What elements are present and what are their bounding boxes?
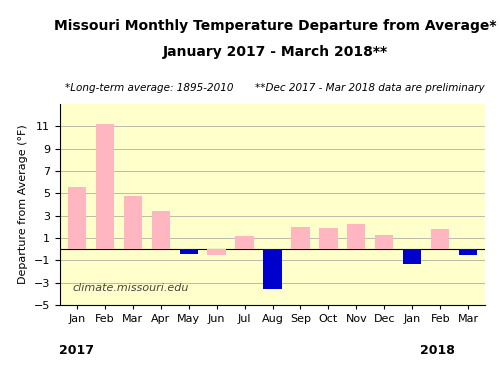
Bar <box>68 187 86 249</box>
Bar <box>180 249 198 254</box>
Y-axis label: Departure from Average (°F): Departure from Average (°F) <box>18 125 28 285</box>
Text: 2018: 2018 <box>420 344 454 357</box>
Bar <box>124 196 142 249</box>
Text: Missouri Monthly Temperature Departure from Average*: Missouri Monthly Temperature Departure f… <box>54 19 496 33</box>
Bar <box>264 249 281 289</box>
Text: January 2017 - March 2018**: January 2017 - March 2018** <box>162 45 388 59</box>
Text: 2017: 2017 <box>60 344 94 357</box>
Bar <box>376 235 394 249</box>
Bar <box>292 227 310 249</box>
Bar <box>320 228 338 249</box>
Bar <box>236 236 254 249</box>
Text: climate.missouri.edu: climate.missouri.edu <box>73 283 189 293</box>
Bar <box>348 224 366 249</box>
Text: **Dec 2017 - Mar 2018 data are preliminary: **Dec 2017 - Mar 2018 data are prelimina… <box>256 83 485 93</box>
Bar <box>96 124 114 249</box>
Bar <box>431 229 450 249</box>
Bar <box>208 249 226 255</box>
Text: *Long-term average: 1895-2010: *Long-term average: 1895-2010 <box>65 83 234 93</box>
Bar <box>459 249 477 255</box>
Bar <box>403 249 421 264</box>
Bar <box>152 211 170 249</box>
